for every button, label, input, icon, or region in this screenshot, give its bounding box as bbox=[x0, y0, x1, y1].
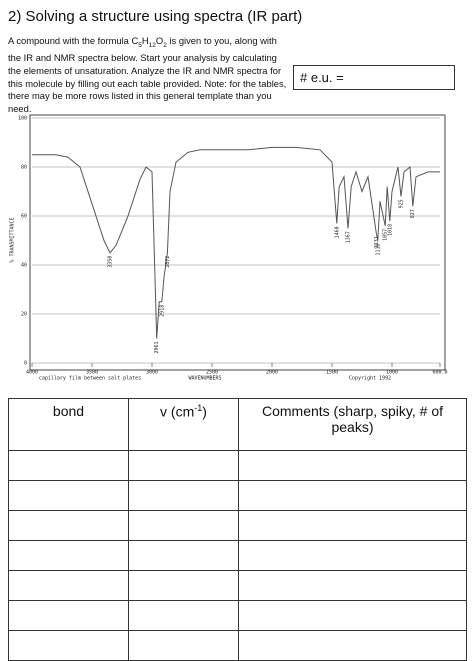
peak-label: 925 bbox=[399, 199, 405, 208]
footer-text: capillary film between salt plates bbox=[39, 376, 141, 382]
eu-box: # e.u. = bbox=[293, 65, 455, 90]
footer-text: Copyright 1992 bbox=[349, 376, 391, 382]
answer-table: bond v (cm-1) Comments (sharp, spiky, # … bbox=[8, 398, 467, 661]
cell[interactable] bbox=[128, 570, 239, 601]
page: 2) Solving a structure using spectra (IR… bbox=[8, 8, 467, 661]
footer-text: WAVENUMBERS bbox=[188, 376, 221, 382]
peak-label: 827 bbox=[410, 209, 416, 218]
intro-text: O bbox=[155, 35, 164, 46]
header-cell: Comments (sharp, spiky, # of peaks) bbox=[238, 398, 467, 451]
y-axis-label: % TRANSMITTANCE bbox=[10, 217, 16, 262]
cell[interactable] bbox=[128, 540, 239, 571]
row bbox=[8, 450, 467, 481]
row bbox=[8, 540, 467, 571]
cell[interactable] bbox=[238, 630, 467, 661]
subscript: 12 bbox=[148, 41, 156, 49]
y-tick-label: 100 bbox=[18, 116, 27, 122]
y-tick-label: 80 bbox=[21, 165, 27, 171]
header-text: ) bbox=[202, 403, 207, 420]
intro: A compound with the formula C5H12O2 is g… bbox=[8, 35, 290, 115]
header-text: v (cm bbox=[160, 403, 195, 420]
peak-label: 1118 bbox=[375, 244, 381, 256]
peak-label: 1367 bbox=[345, 231, 351, 243]
cell[interactable] bbox=[128, 450, 239, 481]
cell[interactable] bbox=[8, 510, 129, 541]
cell[interactable] bbox=[128, 600, 239, 631]
x-tick-label: 4000 bbox=[26, 370, 38, 376]
peak-label: 1460 bbox=[334, 226, 340, 238]
spectrum: 0 20 40 60 80 100 4000 3500 3000 2500 2000 1500 1000… bbox=[10, 114, 448, 382]
y-tick-label: 20 bbox=[21, 312, 27, 318]
subscript: 2 bbox=[163, 41, 167, 49]
row bbox=[8, 630, 467, 661]
cell[interactable] bbox=[8, 630, 129, 661]
x-tick-label: 600.0 bbox=[432, 370, 447, 376]
title: 2) Solving a structure using spectra (IR… bbox=[8, 8, 303, 25]
x-tick-label: 2500 bbox=[206, 370, 218, 376]
header-row: bond v (cm-1) Comments (sharp, spiky, # … bbox=[8, 398, 467, 451]
x-tick-label: 3500 bbox=[86, 370, 98, 376]
peak-label: 2918 bbox=[159, 305, 165, 317]
header-cell: v (cm-1) bbox=[128, 398, 239, 451]
y-tick-label: 0 bbox=[24, 361, 27, 367]
cell[interactable] bbox=[8, 540, 129, 571]
x-tick-label: 2000 bbox=[266, 370, 278, 376]
superscript: -1 bbox=[194, 403, 203, 413]
peak-label: 1057 bbox=[383, 229, 389, 241]
row bbox=[8, 510, 467, 541]
cell[interactable] bbox=[238, 450, 467, 481]
cell[interactable] bbox=[238, 480, 467, 511]
x-tick-label: 3000 bbox=[146, 370, 158, 376]
subscript: 5 bbox=[138, 41, 142, 49]
peak-label: 2961 bbox=[154, 342, 160, 354]
cell[interactable] bbox=[8, 450, 129, 481]
cell[interactable] bbox=[238, 540, 467, 571]
cell[interactable] bbox=[128, 480, 239, 511]
cell[interactable] bbox=[8, 570, 129, 601]
row bbox=[8, 570, 467, 601]
intro-text: is given to you, along with the IR and N… bbox=[8, 35, 287, 114]
peak-label: 1018 bbox=[387, 224, 393, 236]
x-tick-label: 1000 bbox=[386, 370, 398, 376]
intro-text: H bbox=[141, 35, 149, 46]
peak-label: 3350 bbox=[108, 256, 114, 268]
peak-label: 2872 bbox=[165, 256, 171, 268]
cell[interactable] bbox=[8, 600, 129, 631]
y-tick-label: 40 bbox=[21, 263, 27, 269]
cell[interactable] bbox=[8, 480, 129, 511]
cell[interactable] bbox=[238, 510, 467, 541]
cell[interactable] bbox=[128, 630, 239, 661]
cell[interactable] bbox=[238, 600, 467, 631]
peak-label: 1131 bbox=[374, 236, 380, 248]
y-tick-label: 60 bbox=[21, 214, 27, 220]
intro-text: A compound with the formula C bbox=[8, 35, 139, 46]
row bbox=[8, 480, 467, 511]
cell[interactable] bbox=[238, 570, 467, 601]
row bbox=[8, 600, 467, 631]
cell[interactable] bbox=[128, 510, 239, 541]
header-cell: bond bbox=[8, 398, 129, 451]
spectrum-line bbox=[32, 146, 440, 339]
x-tick-label: 1500 bbox=[326, 370, 338, 376]
plot-frame bbox=[29, 114, 446, 371]
